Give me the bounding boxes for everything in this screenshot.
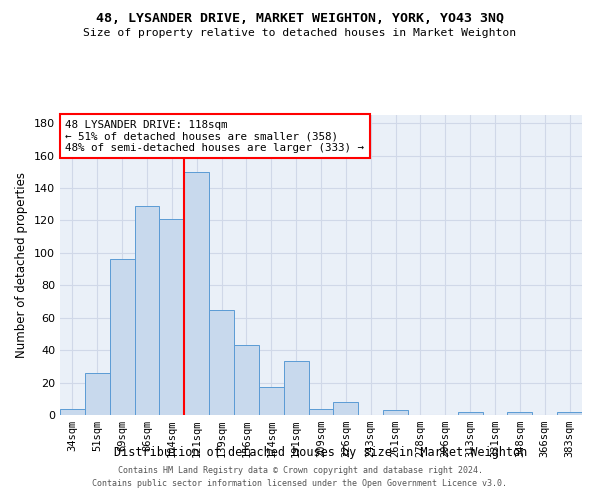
- Bar: [259, 388, 284, 415]
- Bar: [308, 408, 334, 415]
- Bar: [160, 219, 184, 415]
- Bar: [134, 206, 160, 415]
- Bar: [60, 408, 85, 415]
- Text: 48 LYSANDER DRIVE: 118sqm
← 51% of detached houses are smaller (358)
48% of semi: 48 LYSANDER DRIVE: 118sqm ← 51% of detac…: [65, 120, 364, 152]
- Text: 48, LYSANDER DRIVE, MARKET WEIGHTON, YORK, YO43 3NQ: 48, LYSANDER DRIVE, MARKET WEIGHTON, YOR…: [96, 12, 504, 26]
- Text: Size of property relative to detached houses in Market Weighton: Size of property relative to detached ho…: [83, 28, 517, 38]
- Bar: [234, 346, 259, 415]
- Bar: [284, 362, 308, 415]
- Bar: [557, 412, 582, 415]
- Bar: [85, 373, 110, 415]
- Bar: [508, 412, 532, 415]
- Y-axis label: Number of detached properties: Number of detached properties: [16, 172, 28, 358]
- Bar: [209, 310, 234, 415]
- Text: Contains HM Land Registry data © Crown copyright and database right 2024.
Contai: Contains HM Land Registry data © Crown c…: [92, 466, 508, 487]
- Bar: [110, 260, 134, 415]
- Bar: [458, 412, 482, 415]
- Bar: [184, 172, 209, 415]
- Bar: [334, 402, 358, 415]
- Text: Distribution of detached houses by size in Market Weighton: Distribution of detached houses by size …: [115, 446, 527, 459]
- Bar: [383, 410, 408, 415]
